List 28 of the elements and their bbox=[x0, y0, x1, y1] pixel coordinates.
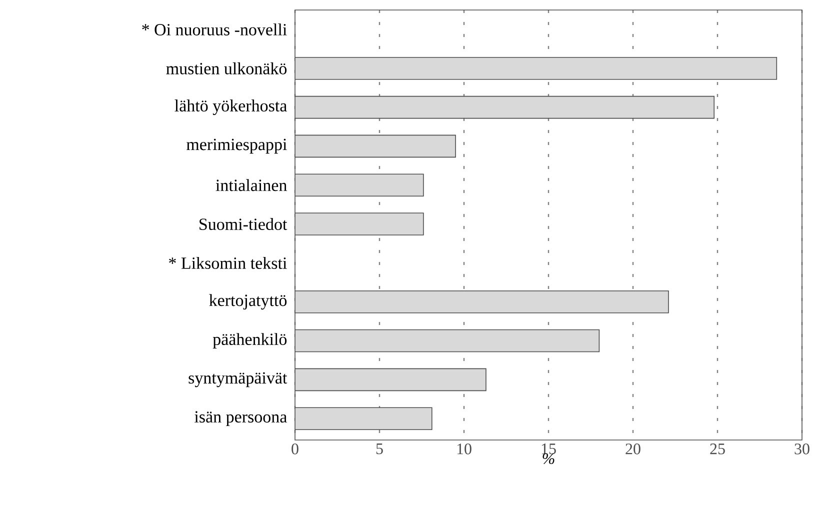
x-tick-label: 25 bbox=[710, 444, 725, 454]
bar bbox=[295, 407, 432, 430]
y-tick-label: merimiespappi bbox=[186, 138, 287, 154]
y-tick-label: isän persoona bbox=[194, 411, 287, 426]
x-tick-label: 5 bbox=[376, 444, 383, 454]
bar bbox=[295, 290, 669, 314]
y-tick-label: syntymäpäivät bbox=[188, 372, 288, 388]
y-tick-label: Suomi-tiedot bbox=[200, 218, 288, 230]
x-tick-label: 20 bbox=[626, 444, 640, 454]
x-tick-label: 0 bbox=[292, 444, 298, 454]
bar bbox=[295, 212, 424, 236]
x-tick-label: 15 bbox=[542, 444, 556, 454]
bar bbox=[295, 329, 600, 352]
x-tick-label: 30 bbox=[794, 444, 810, 454]
y-tick-label: päähenkilö bbox=[212, 333, 287, 348]
x-axis-title: % bbox=[542, 453, 554, 464]
bar bbox=[295, 56, 778, 80]
y-tick-label: * Liksomin teksti bbox=[169, 256, 287, 269]
y-tick-label: intialainen bbox=[216, 179, 287, 192]
bar bbox=[295, 368, 486, 392]
y-tick-label: mustien ulkonäkö bbox=[166, 62, 287, 74]
bar bbox=[295, 96, 715, 119]
bar bbox=[295, 174, 424, 197]
x-tick-label: 10 bbox=[457, 444, 472, 454]
y-tick-label: lähtö yökerhosta bbox=[174, 100, 287, 116]
bar bbox=[295, 134, 456, 158]
y-tick-label: kertojatyttö bbox=[209, 294, 287, 310]
y-tick-label: * Oi nuoruus -novelli bbox=[142, 23, 287, 36]
